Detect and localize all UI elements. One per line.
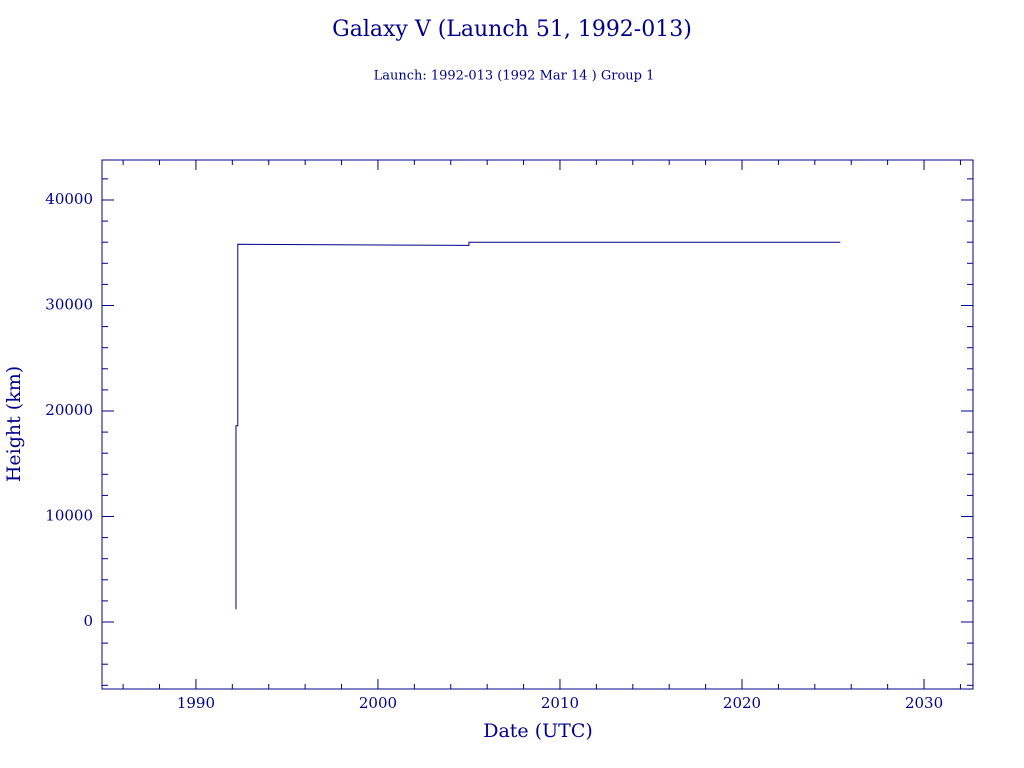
- y-tick-label: 0: [83, 612, 93, 630]
- chart-subtitle: Launch: 1992-013 (1992 Mar 14 ) Group 1: [374, 69, 655, 84]
- y-tick-label: 30000: [45, 295, 93, 313]
- x-axis-label: Date (UTC): [483, 720, 593, 742]
- x-tick-label: 2020: [723, 694, 761, 712]
- y-axis-label: Height (km): [3, 366, 25, 482]
- y-tick-label: 20000: [45, 401, 93, 419]
- x-tick-label: 2010: [541, 694, 579, 712]
- plot-frame: [101, 159, 974, 690]
- x-tick-label: 2030: [905, 694, 943, 712]
- x-tick-label: 2000: [359, 694, 397, 712]
- chart-title: Galaxy V (Launch 51, 1992-013): [332, 17, 692, 42]
- y-tick-label: 40000: [45, 190, 93, 208]
- y-tick-label: 10000: [45, 507, 93, 525]
- x-tick-label: 1990: [177, 694, 215, 712]
- data-line: [235, 241, 841, 610]
